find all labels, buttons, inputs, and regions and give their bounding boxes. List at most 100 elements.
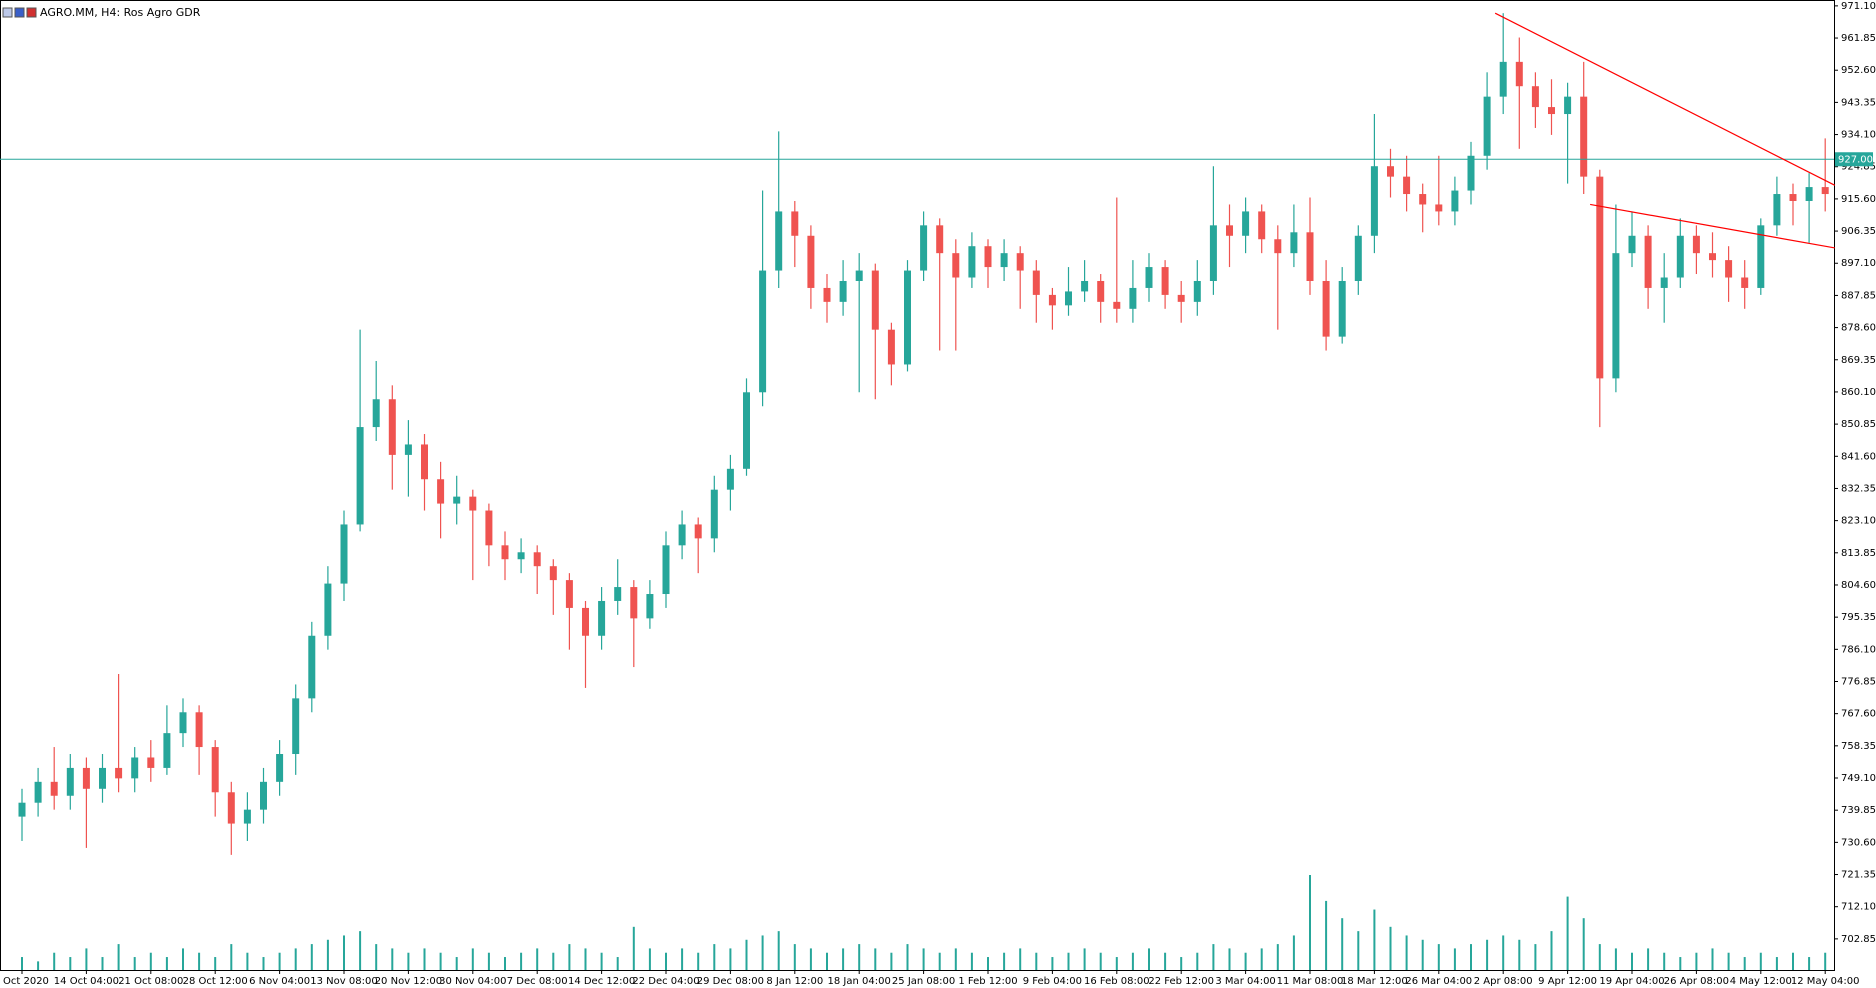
y-tick-label: 887.85: [1841, 290, 1876, 301]
volume-bar: [278, 952, 281, 970]
candle-body: [968, 246, 976, 278]
x-tick-label: 25 Jan 08:00: [892, 976, 955, 987]
plot-frame: [0, 0, 1835, 971]
volume-bar: [890, 952, 893, 970]
volume-bar: [294, 948, 297, 970]
candle-body: [630, 587, 638, 619]
volume-bar: [343, 935, 345, 970]
y-tick-label: 915.60: [1841, 194, 1876, 205]
volume-bar: [1212, 944, 1215, 970]
candle-body: [1725, 260, 1733, 278]
symbol-icons: [2, 7, 37, 18]
y-tick-label: 758.35: [1841, 741, 1876, 752]
x-tick-label: 22 Feb 12:00: [1148, 976, 1214, 987]
candle-body: [1676, 235, 1684, 278]
volume-bar: [85, 948, 88, 970]
volume-bar: [471, 948, 474, 970]
volume-bar: [455, 957, 458, 970]
candle-body: [694, 524, 702, 539]
candle-body: [469, 496, 477, 511]
volume-bar: [1148, 948, 1150, 970]
y-tick-label: 721.35: [1841, 870, 1876, 881]
volume-bar: [1389, 926, 1392, 970]
y-tick-label: 832.35: [1841, 483, 1876, 494]
volume-bar: [1115, 957, 1118, 970]
volume-bar: [1695, 952, 1698, 970]
candle-body: [404, 444, 412, 455]
price-tag-label: 927.00: [1838, 154, 1873, 165]
candle-body: [598, 600, 606, 636]
icon: [26, 7, 37, 18]
volume-bar: [1631, 952, 1633, 970]
candle-body: [807, 235, 815, 288]
volume-bar: [1824, 952, 1827, 970]
candle-body: [1032, 270, 1040, 295]
volume-bar: [182, 948, 184, 970]
volume-bar: [1019, 948, 1022, 970]
candle-body: [1338, 280, 1346, 337]
volume-bar: [1067, 952, 1070, 970]
volume-bar: [407, 952, 410, 970]
volume-bar: [1502, 935, 1505, 970]
y-tick-label: 702.85: [1841, 934, 1876, 945]
volume-bar: [665, 952, 667, 970]
candle-body: [388, 399, 396, 455]
y-tick-label: 712.10: [1841, 902, 1876, 913]
candle-body: [1515, 61, 1523, 87]
x-tick-label: 21 Oct 08:00: [118, 976, 183, 987]
candle-body: [1242, 211, 1250, 236]
candle-body: [501, 545, 509, 560]
volume-bar: [1373, 909, 1376, 970]
volume-bar: [1437, 944, 1440, 970]
volume-bar: [1486, 939, 1489, 970]
x-tick-label: 19 Apr 04:00: [1599, 976, 1664, 987]
y-tick-label: 786.10: [1841, 644, 1876, 655]
candle-body: [920, 225, 928, 271]
chart-title: AGRO.MM, H4: Ros Agro GDR: [40, 6, 201, 19]
volume-bar: [938, 952, 941, 970]
volume-bar: [616, 957, 619, 970]
volume-bar: [1808, 957, 1811, 970]
candle-body: [1226, 225, 1233, 236]
x-tick-label: 4 May 12:00: [1730, 976, 1792, 987]
volume-bar: [1196, 952, 1199, 970]
y-tick-label: 869.35: [1841, 355, 1876, 366]
candle-body: [1145, 267, 1153, 288]
candle-body: [1306, 232, 1314, 281]
candle-body: [1000, 253, 1008, 268]
x-tick-label: 9 Feb 04:00: [1023, 976, 1082, 987]
volume-bar: [600, 952, 603, 970]
candle-body: [437, 479, 445, 504]
candle-body: [260, 781, 267, 810]
candle-body: [308, 635, 316, 699]
candle-body: [517, 552, 525, 560]
candle-body: [1435, 204, 1443, 212]
volume-bar: [1759, 952, 1762, 970]
candle-body: [904, 270, 911, 365]
volume-bar: [745, 939, 748, 970]
y-tick-label: 971.10: [1841, 1, 1876, 12]
candle-body: [292, 698, 300, 755]
volume-bar: [1582, 918, 1585, 970]
y-tick-label: 906.35: [1841, 226, 1876, 237]
candle-body: [678, 524, 686, 546]
candle-body: [662, 545, 670, 595]
candle-body: [582, 607, 589, 636]
volume-bar: [874, 948, 877, 970]
candle-body: [453, 496, 461, 504]
candle-body: [1419, 194, 1427, 205]
candle-body: [1387, 166, 1394, 177]
x-tick-label: 2 Apr 08:00: [1474, 976, 1533, 987]
volume-bar: [359, 931, 362, 970]
candle-body: [1097, 280, 1105, 302]
volume-bar: [987, 957, 989, 970]
candle-body: [743, 392, 750, 469]
candle-body: [1161, 267, 1169, 295]
candle-body: [614, 587, 622, 601]
y-tick-label: 860.10: [1841, 387, 1876, 398]
candle-body: [775, 211, 783, 271]
volume-bar: [262, 957, 265, 970]
trendline: [1494, 12, 1836, 186]
y-tick-label: 767.60: [1841, 709, 1876, 720]
y-tick-label: 823.10: [1841, 516, 1876, 527]
